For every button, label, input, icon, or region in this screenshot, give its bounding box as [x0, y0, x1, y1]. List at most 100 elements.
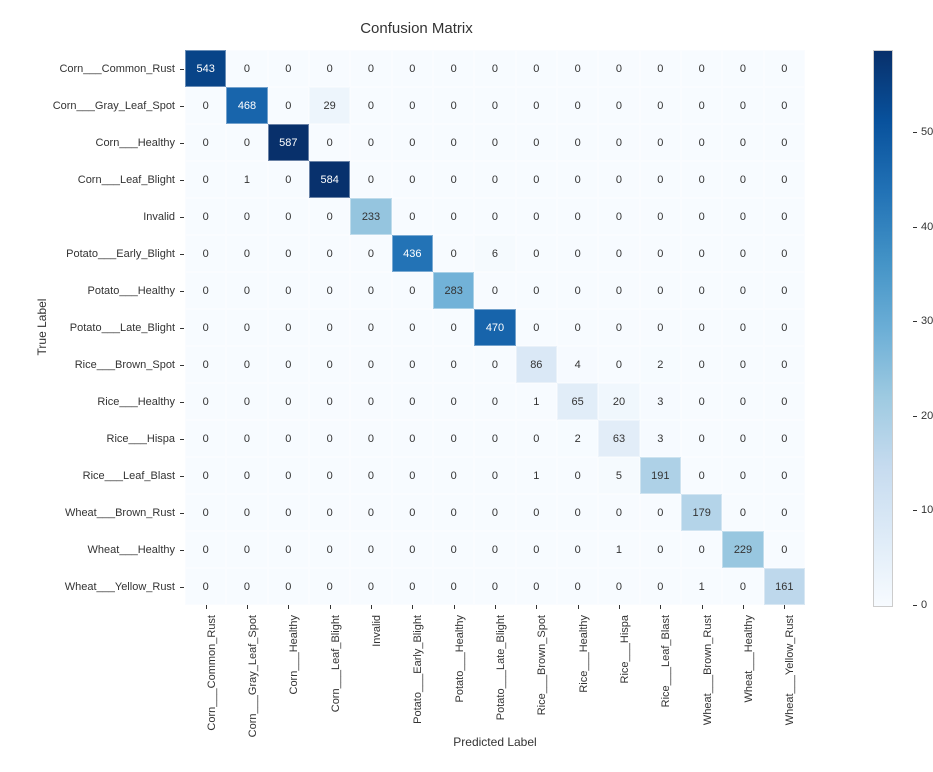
heatmap-cell: 587 [268, 124, 309, 161]
heatmap-cell: 0 [392, 420, 433, 457]
y-tick [180, 513, 184, 514]
heatmap-cell: 0 [309, 272, 350, 309]
heatmap-cell: 0 [516, 198, 557, 235]
x-tick [743, 605, 744, 609]
heatmap-cell: 0 [350, 161, 391, 198]
heatmap-cell: 0 [350, 272, 391, 309]
colorbar-tick-label: 400 [921, 221, 933, 233]
heatmap-cell: 0 [516, 568, 557, 605]
heatmap-cell: 3 [640, 383, 681, 420]
heatmap-cell: 0 [268, 420, 309, 457]
x-axis-labels: Corn___Common_RustCorn___Gray_Leaf_SpotC… [185, 610, 805, 730]
heatmap-cell: 0 [268, 494, 309, 531]
colorbar-tick [913, 132, 917, 133]
heatmap-cell: 0 [722, 420, 763, 457]
heatmap-cell: 0 [557, 235, 598, 272]
heatmap-cell: 0 [681, 309, 722, 346]
x-tick [288, 605, 289, 609]
chart-title: Confusion Matrix [20, 20, 813, 37]
heatmap-cell: 0 [681, 235, 722, 272]
heatmap-cell: 0 [722, 87, 763, 124]
y-tick [180, 365, 184, 366]
x-tick-label: Corn___Gray_Leaf_Spot [247, 615, 259, 737]
heatmap-cell: 0 [309, 383, 350, 420]
colorbar-tick [913, 416, 917, 417]
x-tick-label: Wheat___Healthy [743, 615, 755, 702]
heatmap-cell: 1 [681, 568, 722, 605]
heatmap-cell: 0 [392, 272, 433, 309]
heatmap-cell: 0 [681, 420, 722, 457]
heatmap-cell: 0 [350, 346, 391, 383]
heatmap-cell: 0 [474, 50, 515, 87]
y-tick-label: Invalid [20, 198, 180, 235]
heatmap-cell: 0 [640, 531, 681, 568]
heatmap-cell: 0 [268, 235, 309, 272]
heatmap-cell: 0 [350, 457, 391, 494]
heatmap-cell: 0 [350, 531, 391, 568]
heatmap-cell: 0 [681, 346, 722, 383]
x-tick [454, 605, 455, 609]
y-tick [180, 143, 184, 144]
heatmap-cell: 0 [764, 494, 805, 531]
heatmap-cell: 0 [226, 50, 267, 87]
heatmap-cell: 0 [722, 383, 763, 420]
heatmap-cell: 0 [309, 420, 350, 457]
heatmap-cell: 0 [309, 457, 350, 494]
heatmap-cell: 0 [185, 272, 226, 309]
heatmap-cell: 0 [433, 309, 474, 346]
y-tick-label: Wheat___Healthy [20, 531, 180, 568]
heatmap-cell: 0 [516, 309, 557, 346]
heatmap-cell: 0 [309, 346, 350, 383]
heatmap-cell: 0 [185, 383, 226, 420]
heatmap-cell: 0 [185, 568, 226, 605]
y-tick-label: Rice___Leaf_Blast [20, 457, 180, 494]
heatmap-cell: 0 [185, 198, 226, 235]
x-tick-label: Invalid [371, 615, 383, 647]
heatmap-cell: 0 [268, 531, 309, 568]
heatmap-cell: 0 [392, 87, 433, 124]
x-tick [371, 605, 372, 609]
heatmap-cell: 0 [350, 124, 391, 161]
heatmap-cell: 0 [764, 420, 805, 457]
heatmap-cell: 0 [433, 494, 474, 531]
heatmap-cell: 0 [516, 531, 557, 568]
y-tick-label: Rice___Healthy [20, 383, 180, 420]
heatmap-cell: 0 [764, 272, 805, 309]
heatmap-cell: 1 [516, 457, 557, 494]
x-tick [578, 605, 579, 609]
heatmap-cell: 65 [557, 383, 598, 420]
y-tick [180, 254, 184, 255]
y-tick [180, 587, 184, 588]
heatmap-cell: 0 [598, 235, 639, 272]
heatmap-cell: 0 [640, 309, 681, 346]
heatmap-cell: 1 [598, 531, 639, 568]
heatmap-cell: 0 [557, 124, 598, 161]
heatmap-cell: 0 [598, 309, 639, 346]
x-tick-label: Wheat___Yellow_Rust [784, 615, 796, 725]
x-tick-label: Corn___Common_Rust [206, 615, 218, 731]
heatmap-cell: 0 [722, 494, 763, 531]
heatmap-cell: 0 [268, 198, 309, 235]
x-tick [702, 605, 703, 609]
heatmap-cell: 0 [309, 124, 350, 161]
heatmap-cell: 0 [392, 50, 433, 87]
heatmap-cell: 0 [640, 272, 681, 309]
heatmap-cell: 584 [309, 161, 350, 198]
y-tick [180, 106, 184, 107]
heatmap-cell: 0 [474, 494, 515, 531]
heatmap-cell: 0 [764, 383, 805, 420]
heatmap-cell: 0 [516, 420, 557, 457]
heatmap-cell: 0 [309, 531, 350, 568]
heatmap-cell: 0 [226, 309, 267, 346]
heatmap-cell: 0 [433, 457, 474, 494]
x-tick-label: Rice___Leaf_Blast [660, 615, 672, 707]
heatmap-cell: 0 [722, 272, 763, 309]
heatmap-cell: 0 [681, 198, 722, 235]
heatmap-cell: 0 [681, 87, 722, 124]
heatmap-cell: 0 [268, 346, 309, 383]
heatmap-cell: 0 [433, 568, 474, 605]
heatmap-cell: 0 [433, 420, 474, 457]
heatmap-cell: 0 [516, 87, 557, 124]
heatmap-cell: 0 [557, 568, 598, 605]
x-tick-label: Potato___Late_Blight [495, 615, 507, 720]
